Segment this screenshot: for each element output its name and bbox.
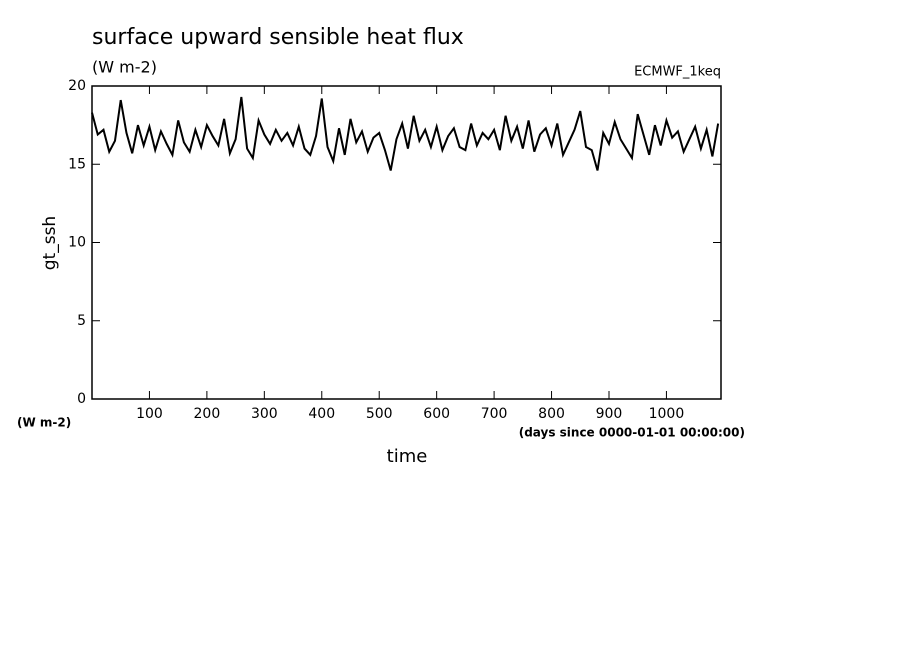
units-subtitle: (W m-2) <box>92 58 157 77</box>
x-units: (days since 0000-01-01 00:00:00) <box>519 426 745 440</box>
x-axis-label: time <box>387 446 428 467</box>
x-tick-label: 900 <box>596 406 623 422</box>
x-tick-label: 800 <box>538 406 565 422</box>
x-tick-label: 600 <box>423 406 450 422</box>
x-tick-label: 700 <box>481 406 508 422</box>
y-axis-label: gt_ssh <box>40 216 60 270</box>
y-units: (W m-2) <box>17 416 71 430</box>
x-tick-label: 100 <box>136 406 163 422</box>
x-tick-label: 400 <box>308 406 335 422</box>
x-tick-label: 300 <box>251 406 278 422</box>
chart-title: surface upward sensible heat flux <box>92 25 464 50</box>
annotation: ECMWF_1keq <box>634 65 721 80</box>
y-tick-label: 5 <box>77 313 86 329</box>
y-tick-label: 10 <box>68 235 86 251</box>
x-tick-label: 1000 <box>649 406 685 422</box>
y-tick-label: 20 <box>68 78 86 94</box>
y-tick-label: 0 <box>77 391 86 407</box>
plot-frame <box>91 85 722 400</box>
data-line <box>91 96 720 171</box>
x-tick-label: 200 <box>194 406 221 422</box>
y-tick-label: 15 <box>68 156 86 172</box>
x-tick-label: 500 <box>366 406 393 422</box>
